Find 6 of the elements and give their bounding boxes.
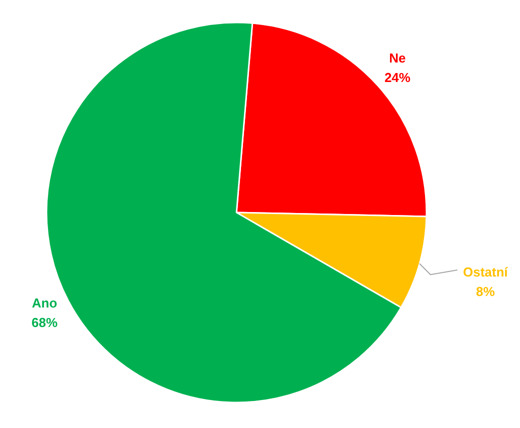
- slice-label: Ne: [389, 50, 406, 66]
- data-label: 8%: [476, 284, 496, 300]
- data-label: 68%: [32, 315, 58, 330]
- slice-label: Ano: [32, 296, 58, 311]
- data-label: 24%: [384, 70, 411, 85]
- slice-label: Ostatní: [462, 264, 508, 280]
